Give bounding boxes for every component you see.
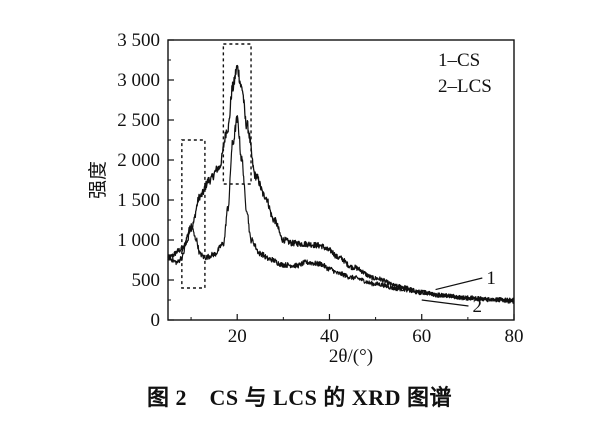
legend-entry-2: 2–LCS xyxy=(438,76,492,97)
x-tick-label: 40 xyxy=(320,326,339,347)
y-tick-label: 1 000 xyxy=(117,230,160,251)
curve-2-leader xyxy=(421,299,469,307)
curve-1-leader xyxy=(435,277,483,291)
curve-1-label: 1 xyxy=(486,268,496,289)
highlight-box-1 xyxy=(181,139,206,289)
y-axis-title: 强度 xyxy=(87,161,109,199)
y-tick-label: 2 000 xyxy=(117,150,160,171)
xrd-chart: 0 500 1 000 1 500 2 000 2 500 3 000 3 500 20 40 60… xyxy=(87,30,524,367)
series-1-curve xyxy=(167,64,515,303)
legend-entry-1: 1–CS xyxy=(438,50,480,71)
x-tick-label: 80 xyxy=(505,326,524,347)
curve-2-label: 2 xyxy=(472,296,482,317)
y-tick-label: 2 500 xyxy=(117,110,160,131)
x-tick-label: 60 xyxy=(412,326,431,347)
y-tick-label: 500 xyxy=(132,270,161,291)
y-tick-label: 3 500 xyxy=(117,30,160,51)
y-tick-label: 0 xyxy=(151,310,161,331)
x-axis-title: 2θ/(°) xyxy=(329,346,373,367)
figure-caption: 图 2 CS 与 LCS 的 XRD 图谱 xyxy=(146,385,453,410)
y-tick-label: 1 500 xyxy=(117,190,160,211)
series-2-curve xyxy=(167,115,515,304)
y-tick-label: 3 000 xyxy=(117,70,160,91)
highlight-box-2 xyxy=(222,43,252,185)
x-tick-label: 20 xyxy=(228,326,247,347)
